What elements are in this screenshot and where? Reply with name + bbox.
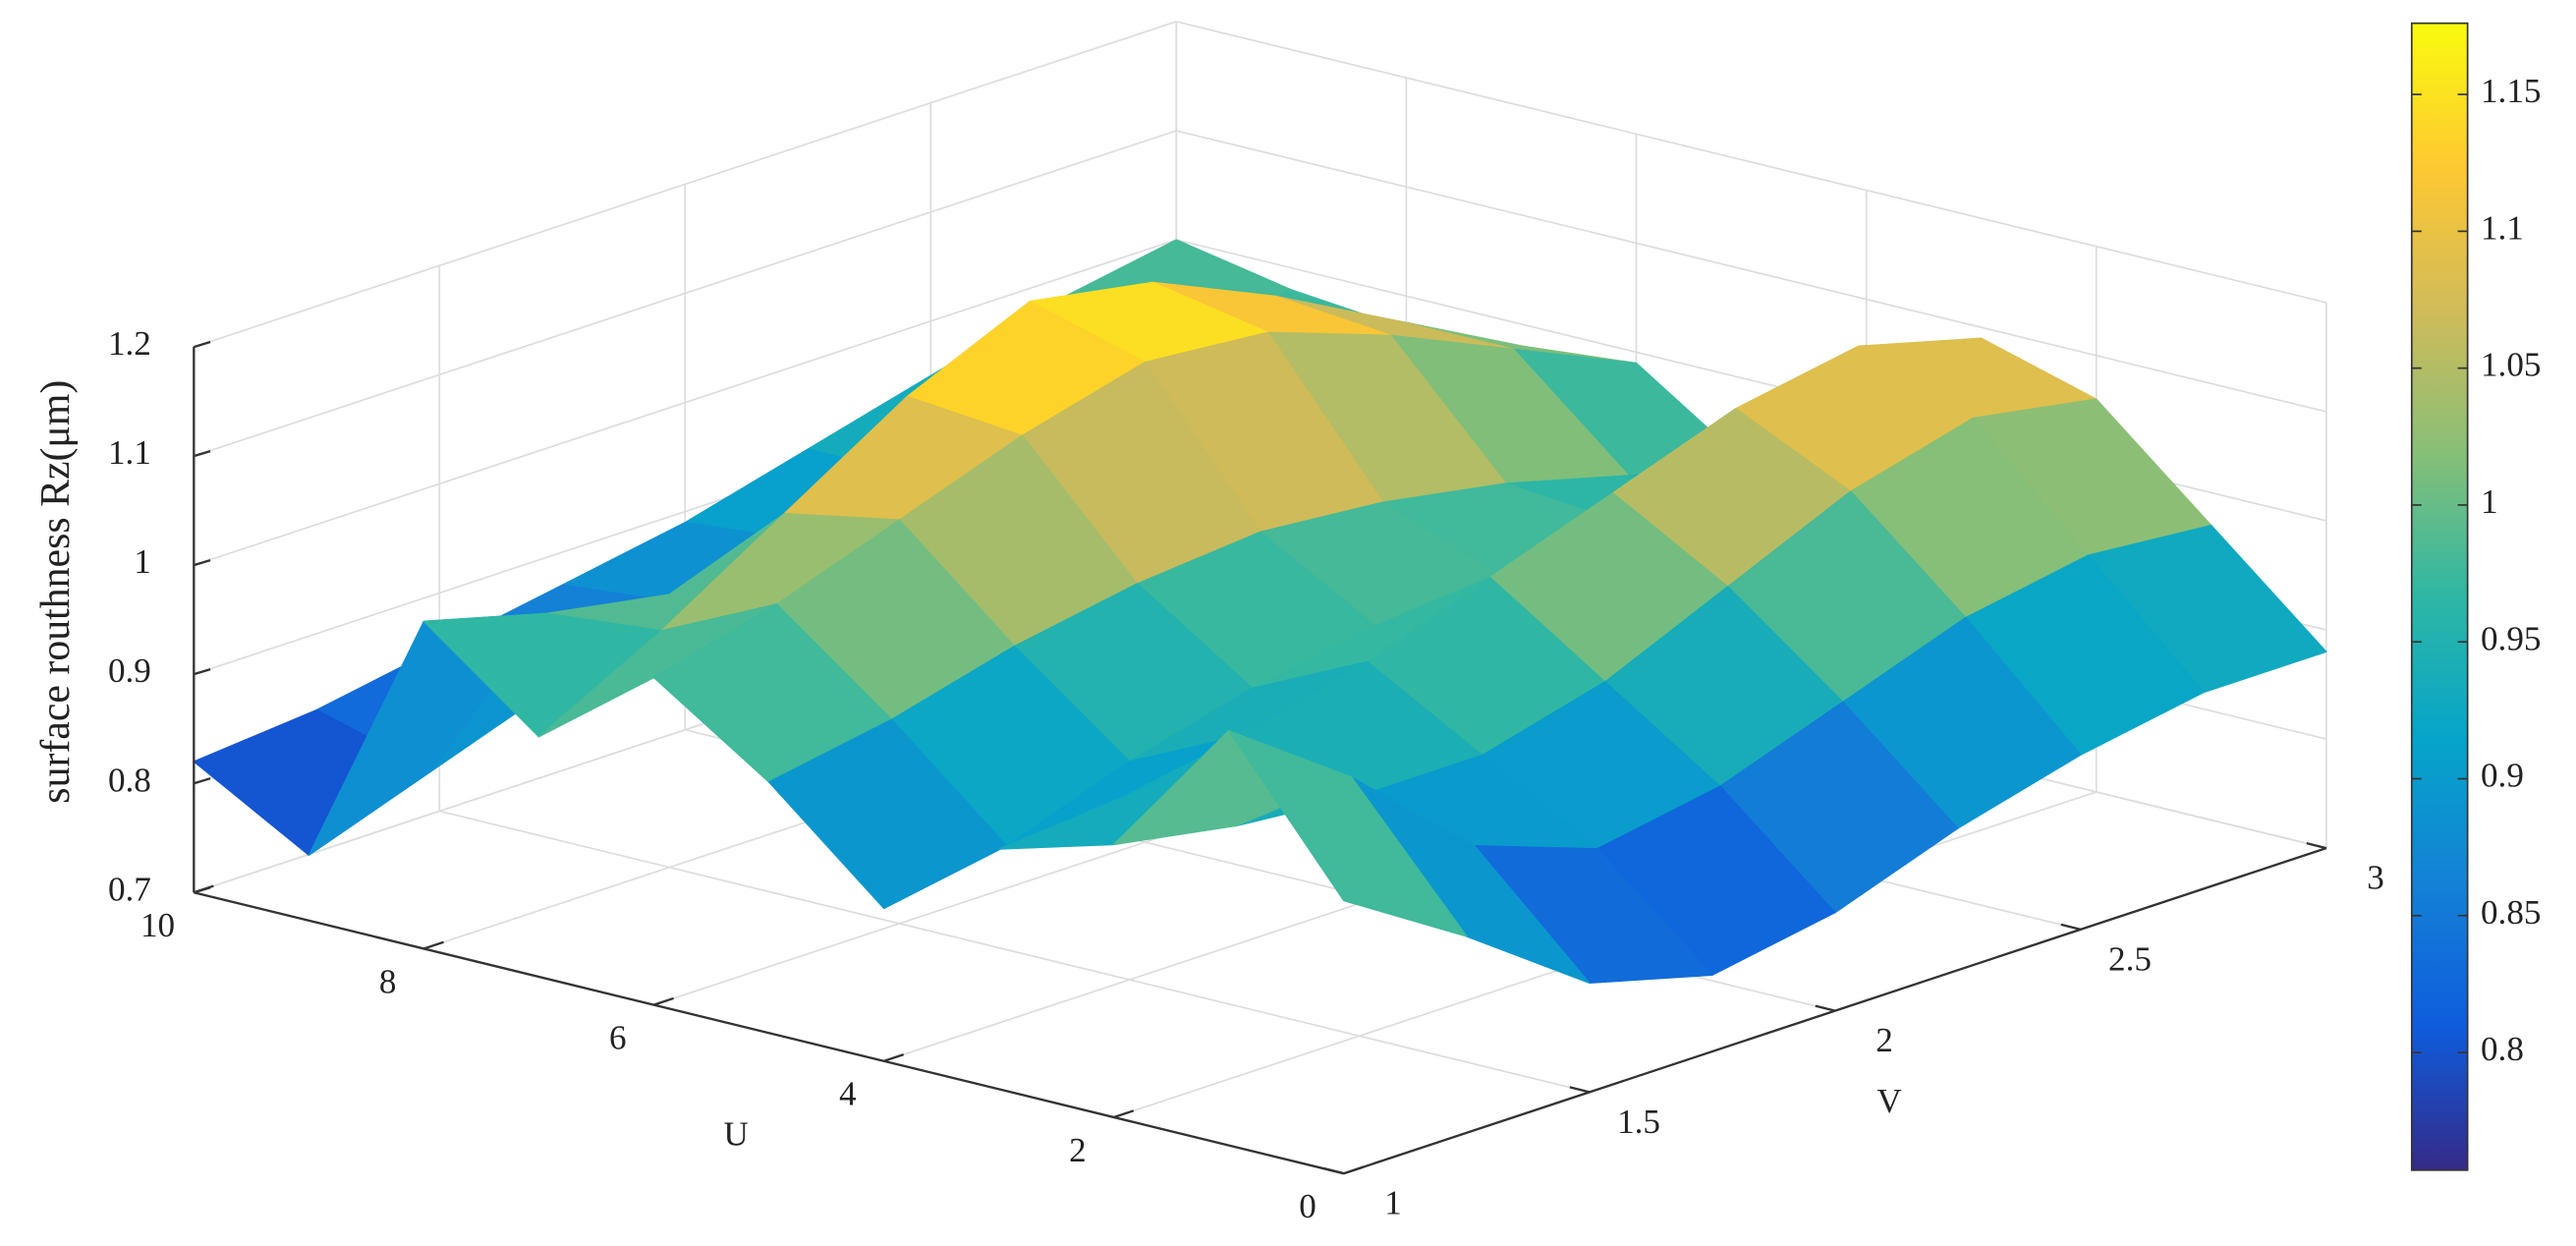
- y-tick-label: 1: [1384, 1184, 1402, 1222]
- z-tick-label: 0.7: [108, 870, 151, 908]
- x-tick-label: 2: [1069, 1131, 1087, 1169]
- x-axis-label: U: [723, 1114, 748, 1153]
- y-tick: [2306, 841, 2327, 850]
- x-tick-label: 6: [609, 1018, 627, 1056]
- y-tick-label: 3: [2367, 859, 2384, 897]
- y-tick: [1323, 1167, 1345, 1175]
- z-tick-label: 1.2: [108, 324, 151, 363]
- z-axis-label: surface routhness Rz(μm): [33, 380, 79, 804]
- z-tick: [193, 777, 211, 785]
- colorbar-tick-label: 0.95: [2481, 619, 2541, 657]
- y-axis-label: V: [1876, 1082, 1901, 1120]
- grid-line: [1176, 21, 2327, 304]
- y-tick: [1815, 1004, 1836, 1012]
- colorbar-tick-label: 0.9: [2481, 757, 2524, 795]
- colorbar-tick-label: 1.05: [2481, 346, 2541, 384]
- x-axis: [194, 891, 1345, 1175]
- z-tick: [193, 340, 211, 349]
- colorbar-tick-label: 1: [2481, 482, 2498, 521]
- z-tick-label: 1.1: [108, 433, 151, 472]
- surface-cell: [1228, 729, 1468, 937]
- grid-line: [439, 810, 1591, 1094]
- x-tick: [1343, 1165, 1365, 1175]
- x-tick: [423, 940, 444, 950]
- grid-line: [194, 239, 1177, 566]
- x-tick: [653, 996, 674, 1006]
- z-tick: [193, 449, 211, 458]
- y-tick-label: 2.5: [2108, 939, 2152, 978]
- z-tick: [193, 886, 211, 894]
- colorbar-tick-label: 1.1: [2481, 208, 2524, 247]
- z-tick: [193, 559, 211, 567]
- colorbar: [2410, 22, 2469, 1171]
- x-tick-label: 0: [1299, 1187, 1316, 1225]
- x-tick-label: 4: [839, 1075, 857, 1113]
- colorbar-tick-label: 0.85: [2481, 893, 2541, 932]
- x-tick: [1113, 1109, 1135, 1119]
- y-tick: [1569, 1086, 1591, 1094]
- z-tick-label: 0.8: [108, 761, 151, 799]
- colorbar-tick-label: 0.8: [2481, 1030, 2524, 1068]
- z-tick: [193, 668, 211, 676]
- x-tick-label: 8: [379, 962, 397, 1000]
- grid-line: [1176, 130, 2327, 413]
- y-tick: [2060, 923, 2082, 931]
- y-tick-label: 1.5: [1617, 1103, 1660, 1141]
- x-tick: [883, 1053, 905, 1062]
- y-tick-label: 2: [1876, 1021, 1893, 1059]
- colorbar-tick-label: 1.15: [2481, 72, 2541, 110]
- z-tick-label: 0.9: [108, 651, 151, 690]
- grid-line: [194, 130, 1177, 457]
- x-tick-label: 10: [140, 906, 175, 944]
- grid-line: [194, 21, 1177, 348]
- z-tick-label: 1: [134, 542, 151, 581]
